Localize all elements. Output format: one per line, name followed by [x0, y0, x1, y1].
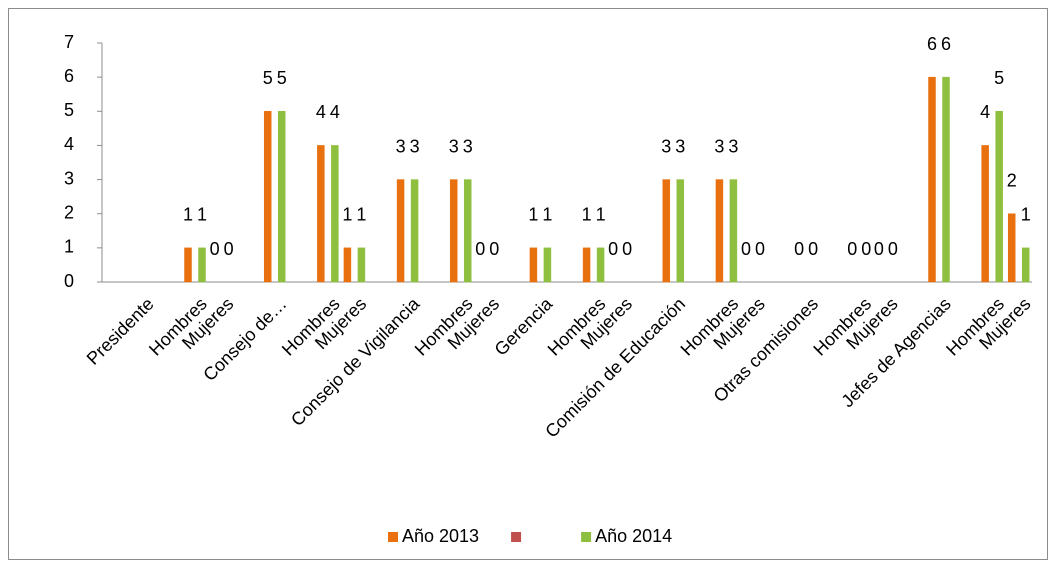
bar — [263, 111, 272, 283]
y-tick-label: 1 — [64, 237, 74, 257]
data-label: 1 — [356, 205, 366, 225]
data-label: 5 — [263, 68, 273, 88]
data-label: 5 — [277, 68, 287, 88]
data-label: 0 — [888, 239, 898, 259]
y-tick-label: 3 — [64, 168, 74, 188]
data-label: 3 — [675, 136, 685, 156]
bar — [449, 179, 458, 283]
data-label: 1 — [596, 205, 606, 225]
data-label: 3 — [661, 136, 671, 156]
bar — [529, 247, 538, 283]
data-label: 0 — [224, 239, 234, 259]
bar — [981, 145, 989, 283]
bar — [662, 179, 671, 283]
data-label: 0 — [874, 239, 884, 259]
data-label: 0 — [210, 239, 220, 259]
data-label: 0 — [622, 239, 632, 259]
bar — [715, 179, 724, 283]
bar — [198, 247, 206, 283]
y-tick-label: 7 — [64, 32, 74, 52]
bar — [463, 179, 472, 283]
data-label: 0 — [861, 239, 871, 259]
data-label: 3 — [463, 136, 473, 156]
data-label: 0 — [808, 239, 818, 259]
bar — [410, 179, 419, 283]
data-label: 1 — [197, 205, 207, 225]
legend-marker — [581, 532, 592, 542]
data-label: 0 — [741, 239, 751, 259]
bar — [1021, 247, 1030, 283]
data-label: 4 — [316, 102, 326, 122]
data-label: 2 — [1007, 170, 1017, 190]
data-label: 3 — [410, 136, 420, 156]
bar — [277, 111, 286, 283]
bar — [582, 247, 591, 283]
bar — [676, 179, 685, 283]
bar — [396, 179, 405, 283]
data-label: 1 — [342, 205, 352, 225]
y-tick-label: 4 — [64, 134, 74, 154]
data-label: 0 — [475, 239, 485, 259]
chart-frame — [8, 8, 1048, 560]
data-label: 6 — [941, 34, 951, 54]
bar — [184, 247, 192, 283]
y-tick-label: 5 — [64, 100, 74, 120]
data-label: 1 — [542, 205, 552, 225]
legend-label: Año 2014 — [595, 526, 672, 546]
data-label: 1 — [582, 205, 592, 225]
y-tick-label: 2 — [64, 202, 74, 222]
bar — [331, 145, 339, 283]
data-label: 0 — [608, 239, 618, 259]
data-label: 1 — [1021, 205, 1031, 225]
legend-label: Año 2013 — [402, 526, 479, 546]
y-tick-label: 0 — [64, 271, 74, 291]
data-label: 3 — [449, 136, 459, 156]
bar — [596, 247, 605, 283]
data-label: 1 — [183, 205, 193, 225]
data-label: 0 — [755, 239, 765, 259]
y-tick-label: 6 — [64, 66, 74, 86]
bar — [543, 247, 552, 283]
data-label: 4 — [330, 102, 340, 122]
bar — [928, 76, 936, 283]
bar — [343, 247, 352, 283]
legend-marker — [388, 532, 398, 542]
data-label: 5 — [994, 68, 1004, 88]
data-label: 3 — [396, 136, 406, 156]
bar — [729, 179, 738, 283]
legend-marker — [511, 532, 522, 542]
data-label: 3 — [728, 136, 738, 156]
data-label: 6 — [927, 34, 937, 54]
bar — [1007, 213, 1016, 283]
bar — [942, 76, 950, 283]
bar — [995, 111, 1003, 283]
data-label: 1 — [528, 205, 538, 225]
data-label: 0 — [489, 239, 499, 259]
data-label: 3 — [714, 136, 724, 156]
data-label: 0 — [794, 239, 804, 259]
data-label: 4 — [980, 102, 990, 122]
data-label: 0 — [847, 239, 857, 259]
bar — [317, 145, 325, 283]
bar — [357, 247, 366, 283]
